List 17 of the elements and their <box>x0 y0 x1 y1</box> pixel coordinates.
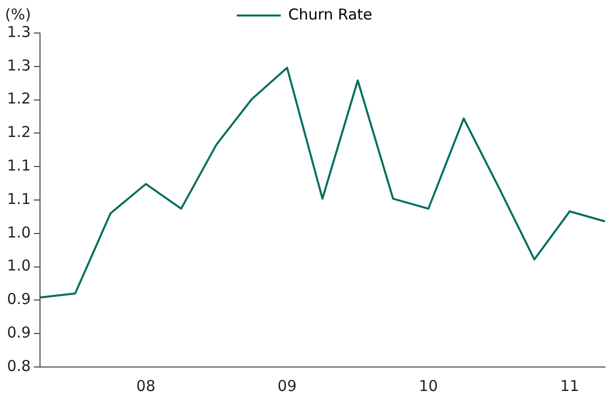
y-tick-label: 0.8 <box>6 356 31 375</box>
y-tick-label: 1.2 <box>6 123 31 142</box>
y-tick-label: 1.0 <box>6 256 31 275</box>
x-tick-label: 09 <box>278 376 297 395</box>
y-axis-title: (%) <box>5 5 31 24</box>
x-tick-label: 08 <box>136 376 156 395</box>
y-tick-label: 1.1 <box>6 190 31 208</box>
y-tick-label: 1.1 <box>6 156 31 174</box>
x-tick-label: 11 <box>560 376 580 395</box>
y-tick-label: 1.3 <box>6 22 31 41</box>
legend-label: Churn Rate <box>288 5 372 24</box>
y-tick-label: 0.9 <box>6 290 31 308</box>
x-tick-label: 10 <box>418 376 438 395</box>
y-tick-label: 0.9 <box>6 323 31 342</box>
y-tick-label: 1.3 <box>6 56 31 74</box>
y-tick-label: 1.0 <box>6 223 31 242</box>
y-tick-label: 1.2 <box>6 90 31 108</box>
